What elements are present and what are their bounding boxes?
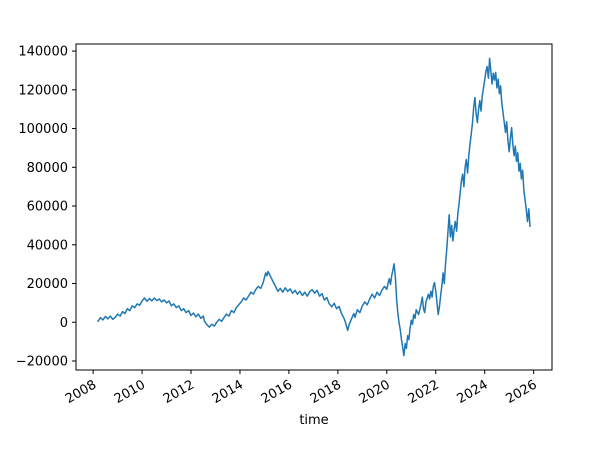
y-tick-label: 60000 — [27, 200, 68, 215]
x-tick-label: 2016 — [259, 377, 295, 407]
y-tick-label: 100000 — [18, 122, 68, 137]
x-tick-label: 2012 — [161, 377, 197, 407]
y-tick-label: 140000 — [18, 45, 68, 60]
x-tick-label: 2020 — [357, 377, 393, 407]
x-tick-label: 2014 — [210, 377, 246, 407]
x-tick-label: 2008 — [63, 377, 99, 407]
x-tick-label: 2024 — [455, 377, 491, 407]
y-tick-label: 20000 — [27, 277, 68, 292]
x-tick-label: 2010 — [112, 377, 148, 407]
x-tick-label: 2018 — [308, 377, 344, 407]
x-tick-label: 2026 — [503, 377, 539, 407]
y-tick-label: 120000 — [18, 83, 68, 98]
y-tick-label: 80000 — [27, 161, 68, 176]
y-tick-label: 40000 — [27, 238, 68, 253]
series-line — [97, 57, 531, 357]
plot-border — [75, 43, 553, 371]
y-tick-label: −20000 — [16, 354, 68, 369]
y-tick-label: 0 — [60, 316, 68, 331]
x-axis-label: time — [299, 413, 329, 428]
x-tick-label: 2022 — [406, 377, 442, 407]
